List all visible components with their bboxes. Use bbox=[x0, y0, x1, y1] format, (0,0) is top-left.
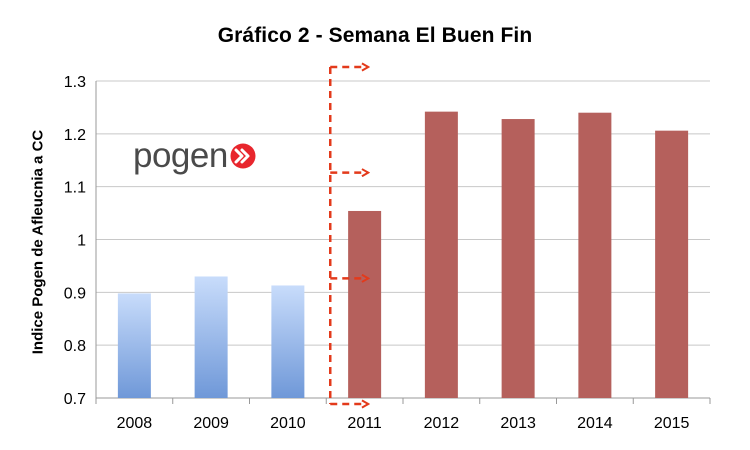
bar-2009 bbox=[194, 276, 228, 398]
y-tick-label: 1 bbox=[77, 233, 86, 250]
x-tick-label: 2009 bbox=[193, 415, 229, 432]
bar-2014 bbox=[578, 112, 612, 398]
bars bbox=[117, 111, 689, 398]
y-tick-label: 0.7 bbox=[64, 391, 86, 408]
logo-chevron-icon bbox=[230, 143, 256, 168]
y-tick-labels: 0.7 0.8 0.9 1 1.1 1.2 1.3 bbox=[64, 74, 86, 408]
bar-2012 bbox=[424, 111, 458, 398]
y-tick-label: 0.9 bbox=[64, 285, 86, 302]
logo-text: pogen bbox=[133, 136, 228, 175]
gridlines bbox=[96, 80, 710, 346]
x-tick-labels: 2008 2009 2010 2011 2012 2013 2014 2015 bbox=[117, 415, 690, 432]
x-tick-label: 2010 bbox=[270, 415, 306, 432]
x-tick-label: 2011 bbox=[347, 415, 382, 432]
axes bbox=[95, 81, 711, 404]
x-tick-label: 2014 bbox=[577, 415, 613, 432]
y-tick-label: 1.1 bbox=[64, 180, 86, 197]
divider-annotation bbox=[329, 67, 368, 404]
bar-2011 bbox=[348, 210, 382, 398]
bar-2015 bbox=[655, 130, 689, 398]
y-tick-label: 1.2 bbox=[64, 127, 86, 144]
y-tick-label: 0.8 bbox=[64, 338, 86, 355]
x-tick-label: 2012 bbox=[424, 415, 460, 432]
bar-2010 bbox=[271, 285, 305, 398]
x-tick-label: 2015 bbox=[654, 415, 690, 432]
pogen-logo: pogen bbox=[133, 138, 258, 173]
chart-title: Gráfico 2 - Semana El Buen Fin bbox=[217, 24, 533, 47]
bar-2013 bbox=[501, 119, 535, 398]
y-tick-label: 1.3 bbox=[64, 74, 86, 91]
x-tick-label: 2008 bbox=[117, 415, 153, 432]
x-tick-label: 2013 bbox=[500, 415, 536, 432]
bar-2008 bbox=[117, 293, 151, 398]
